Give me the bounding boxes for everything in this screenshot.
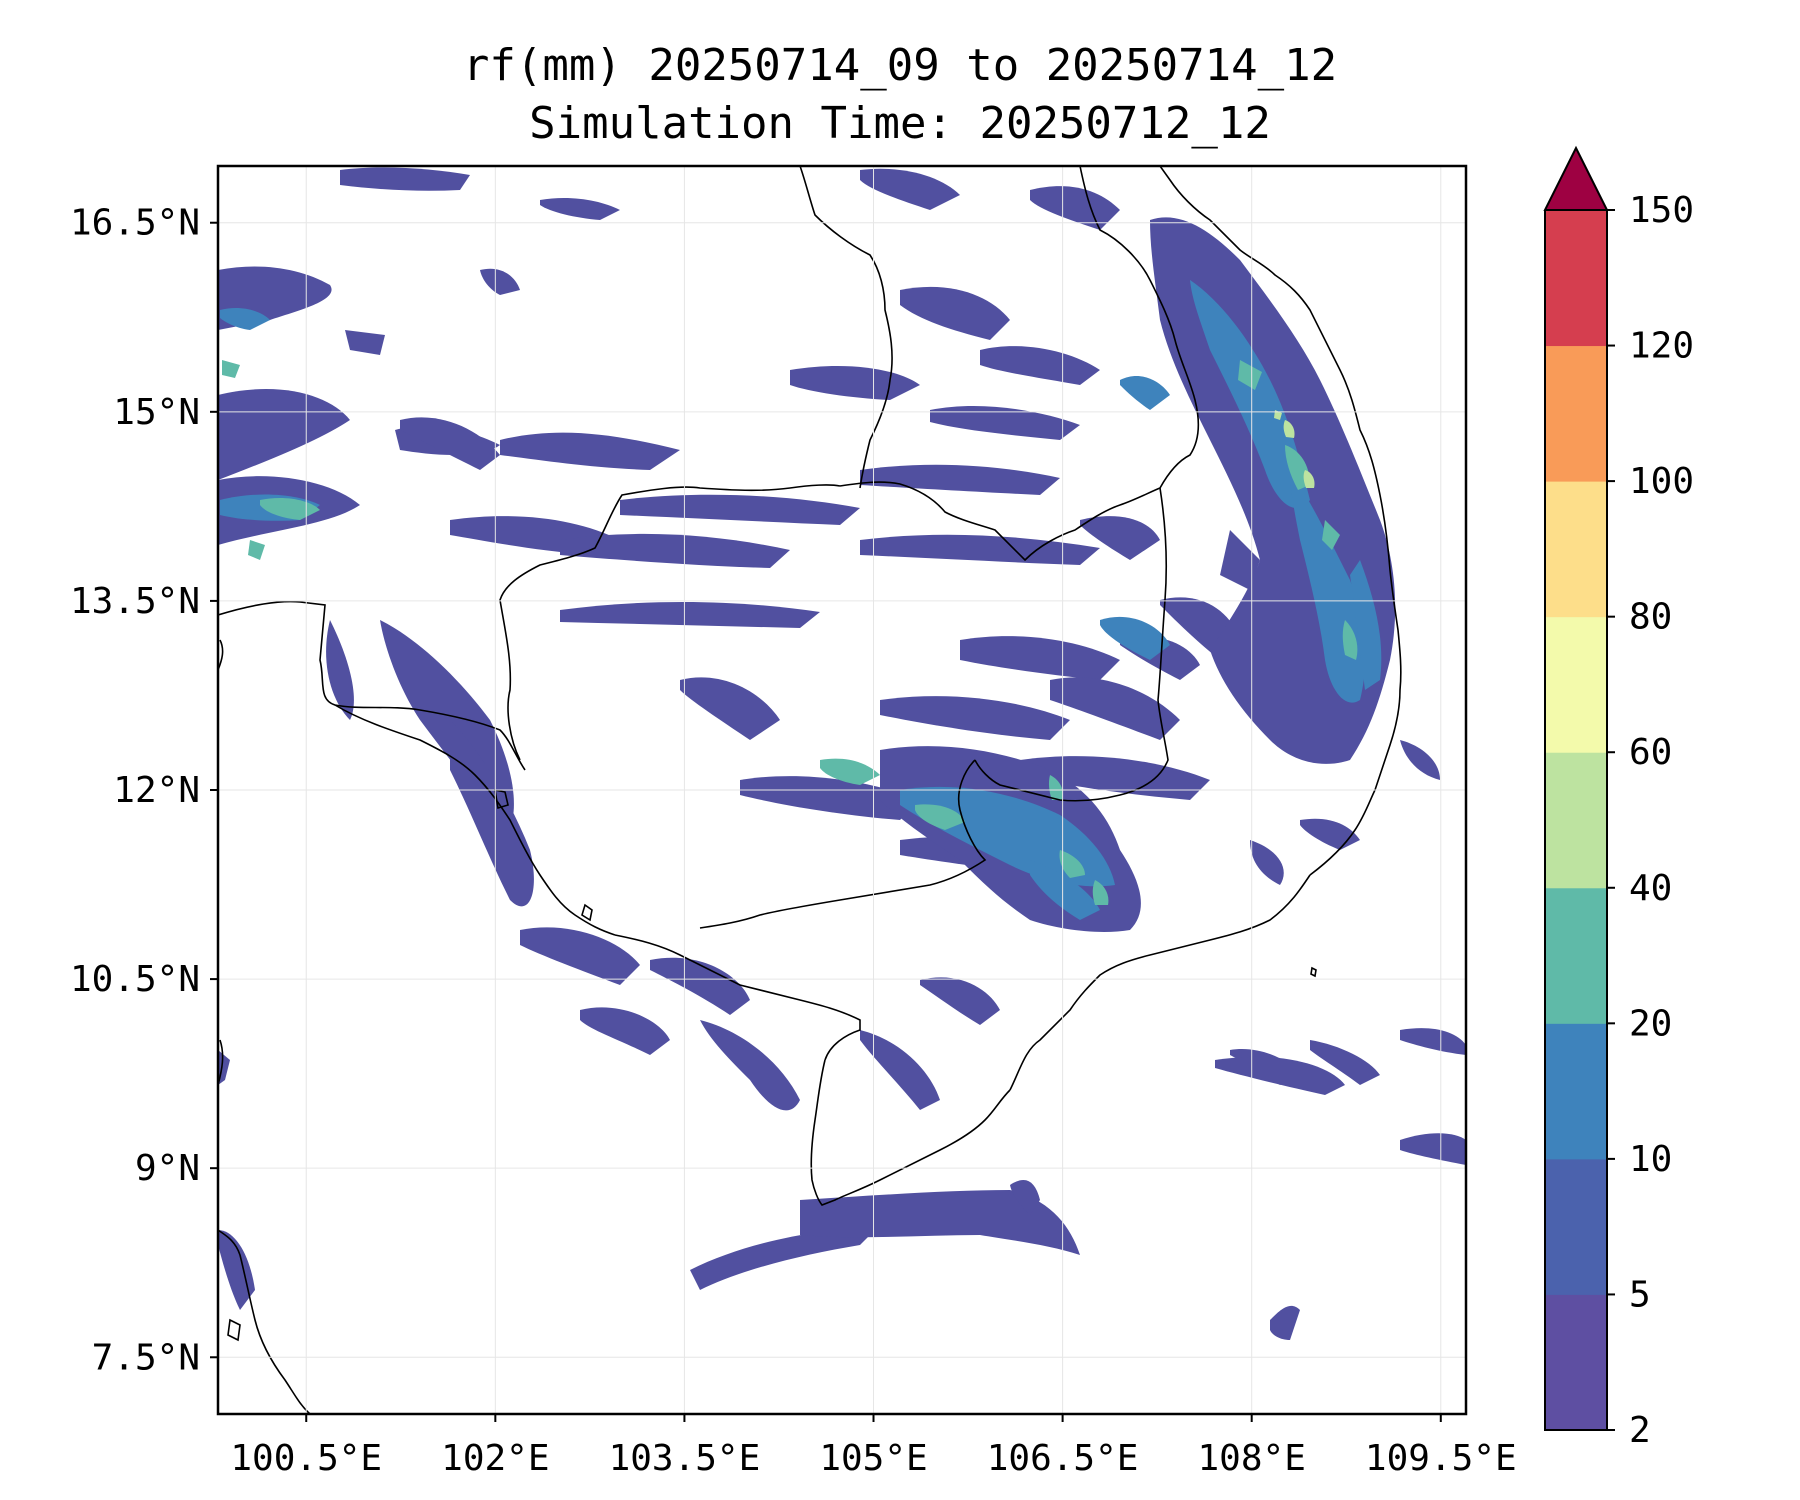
lon-tick-label: 103.5°E — [609, 1438, 761, 1479]
colorbar-tick-label: 60 — [1629, 732, 1672, 773]
colorbar-segment — [1545, 345, 1607, 482]
precip-peak-cells — [1274, 410, 1315, 488]
lon-tick-label: 108°E — [1198, 1438, 1306, 1479]
lat-tick-label: 7.5°N — [92, 1337, 200, 1378]
colorbar-tick-label: 150 — [1629, 190, 1694, 231]
colorbar-segment — [1545, 887, 1607, 1024]
latitude-axis: 16.5°N 15°N 13.5°N 12°N 10.5°N 9°N 7.5°N — [70, 203, 218, 1378]
chart-title: rf(mm) 20250714_09 to 20250714_12 — [462, 40, 1338, 91]
colorbar-segment — [1545, 210, 1607, 347]
colorbar-segment — [1545, 1023, 1607, 1160]
colorbar-segment — [1545, 481, 1607, 618]
colorbar-tick-label: 100 — [1629, 461, 1694, 502]
colorbar: 2 5 10 20 40 60 80 100 120 150 — [1543, 145, 1694, 1451]
colorbar-segment — [1545, 1294, 1607, 1431]
lat-tick-label: 13.5°N — [70, 581, 200, 622]
lon-tick-label: 100.5°E — [230, 1438, 382, 1479]
lon-tick-label: 105°E — [819, 1438, 927, 1479]
lon-tick-label: 102°E — [441, 1438, 549, 1479]
colorbar-tick-label: 40 — [1629, 868, 1672, 909]
precipitation-field — [218, 167, 1466, 1340]
lat-tick-label: 12°N — [113, 770, 200, 811]
lat-tick-label: 10.5°N — [70, 959, 200, 1000]
colorbar-frame — [1544, 210, 1608, 1431]
lat-tick-label: 15°N — [113, 392, 200, 433]
longitude-axis: 100.5°E 102°E 103.5°E 105°E 106.5°E 108°E 109.… — [230, 1414, 1517, 1479]
colorbar-tick-label: 120 — [1629, 326, 1694, 367]
lon-tick-label: 106.5°E — [987, 1438, 1139, 1479]
lat-tick-label: 9°N — [135, 1148, 200, 1189]
map-gridlines — [218, 166, 1466, 1414]
colorbar-tick-label: 20 — [1629, 1003, 1672, 1044]
colorbar-extend-arrow — [1543, 145, 1609, 211]
colorbar-segment — [1545, 752, 1607, 889]
colorbar-tick-label: 2 — [1629, 1410, 1651, 1451]
colorbar-tick-label: 5 — [1629, 1274, 1651, 1315]
colorbar-segment — [1545, 616, 1607, 753]
colorbar-tick-label: 10 — [1629, 1139, 1672, 1180]
lon-tick-label: 109.5°E — [1365, 1438, 1517, 1479]
chart-subtitle: Simulation Time: 20250712_12 — [529, 98, 1271, 149]
lat-tick-label: 16.5°N — [70, 203, 200, 244]
colorbar-tick-label: 80 — [1629, 597, 1672, 638]
colorbar-segment — [1545, 1158, 1607, 1295]
